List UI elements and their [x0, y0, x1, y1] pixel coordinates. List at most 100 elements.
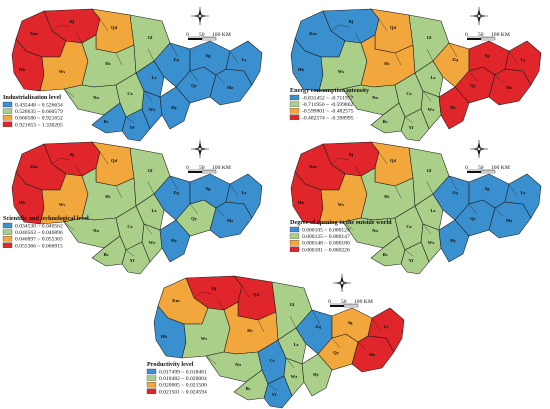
region-label-bj: Bj	[212, 286, 217, 291]
legend-range: 0.526635 ~ 0.660579	[15, 109, 63, 115]
district-boundary	[371, 317, 381, 331]
region-label-hb: Hb	[161, 334, 168, 339]
district-boundary	[215, 74, 225, 84]
region-label-nn: Nn	[93, 228, 99, 233]
district-boundary	[354, 32, 362, 44]
district-boundary	[189, 203, 199, 215]
region-label-mz: Mz	[227, 218, 233, 223]
district-boundary	[215, 207, 225, 217]
region-label-yf: Yf	[409, 258, 414, 263]
region-label-mz: Mz	[227, 85, 233, 90]
region-label-sg: Sg	[485, 186, 491, 191]
map-panel-scitech: Bj Km Hb Ws Qd Hc Gl Nn Cz Bs Lz Wz Yf Zq Qy Sg Hy Mz Ly 0 5…	[2, 140, 263, 275]
region-qd	[91, 8, 135, 54]
district-boundary	[508, 183, 518, 197]
district-boundary	[289, 315, 297, 329]
scale-label-hundred: 100 KM	[354, 299, 373, 305]
region-label-hc: Hc	[384, 194, 390, 199]
district-boundary	[193, 291, 213, 299]
district-boundary	[99, 18, 109, 32]
legend-range: -0.599801 ~ -0.482575	[302, 109, 354, 115]
region-label-cz: Cz	[406, 91, 411, 96]
district-boundary	[331, 337, 341, 349]
district-boundary	[51, 157, 71, 165]
legend: Industrialization level 0.435448 ~ 0.5266…	[2, 94, 63, 128]
legend-range: 0.435448 ~ 0.526634	[15, 103, 63, 109]
legend-title: Scientific and technological level	[3, 215, 89, 222]
legend-range: -0.831452 ~ -0.711957	[302, 96, 353, 102]
district-boundary	[508, 50, 518, 64]
legend-title: Energy consumption intensity	[290, 87, 370, 94]
north-arrow-icon	[470, 140, 488, 158]
region-label-ly: Ly	[383, 324, 389, 329]
region-label-sg: Sg	[348, 320, 354, 325]
region-label-hy: Hy	[450, 105, 457, 110]
region-label-qy: Qy	[470, 216, 477, 221]
legend-swatch	[289, 246, 300, 252]
district-boundary	[147, 48, 155, 62]
legend-swatch	[289, 101, 300, 107]
scale-bar: 0 50 100 KM	[328, 299, 373, 308]
legend-title: Degree of opening to the outside world	[290, 219, 392, 226]
district-boundary	[63, 221, 75, 231]
region-label-lz: Lz	[430, 208, 435, 213]
legend-range: 0.660580 ~ 0.921652	[15, 116, 63, 122]
region-label-sg: Sg	[206, 186, 212, 191]
region-label-hy: Hy	[450, 238, 457, 243]
region-label-ws: Ws	[59, 202, 66, 207]
region-label-ly: Ly	[520, 57, 526, 62]
north-arrow-icon	[333, 274, 351, 292]
region-map: Bj Km Hb Ws Qd Hc Gl Nn Cz Bs Lz Wz Yf Zq Qy Sg Hy Mz Ly	[11, 8, 263, 142]
legend-title: Industrialization level	[3, 94, 61, 101]
legend-swatch	[2, 242, 13, 248]
region-label-yf: Yf	[130, 258, 135, 263]
legend-range: 0.000181 ~ 0.000226	[302, 247, 350, 253]
region-label-wz: Wz	[149, 107, 156, 112]
scale-label-fifty: 50	[478, 165, 484, 171]
region-label-zq: Zq	[452, 57, 458, 62]
legend: Scientific and technological level 0.0345…	[2, 215, 89, 249]
legend-range: 0.000125 ~ 0.000147	[302, 234, 350, 240]
district-boundary	[357, 341, 367, 351]
region-label-wz: Wz	[149, 240, 156, 245]
region-label-mz: Mz	[506, 85, 512, 90]
region-label-ws: Ws	[201, 336, 208, 341]
region-map: Bj Km Hb Ws Qd Hc Gl Nn Cz Bs Lz Wz Yf Zq Qy Sg Hy Mz Ly	[290, 141, 542, 275]
legend-range: 0.055366 ~ 0.066915	[15, 243, 63, 249]
region-label-qy: Qy	[470, 83, 477, 88]
district-boundary	[189, 70, 199, 82]
region-label-lz: Lz	[430, 75, 435, 80]
legend-range: 0.921653 ~ 1.330205	[15, 122, 63, 128]
district-boundary	[143, 223, 153, 235]
scale-label-zero: 0	[465, 165, 468, 171]
district-boundary	[448, 42, 458, 58]
district-boundary	[115, 52, 123, 66]
region-qd	[370, 8, 414, 54]
legend-swatch	[2, 101, 13, 108]
legend-range: 0.018482 ~ 0.020004	[159, 376, 207, 382]
district-boundary	[143, 90, 153, 102]
legend-swatch	[2, 222, 13, 229]
district-boundary	[285, 357, 295, 369]
region-label-bs: Bs	[246, 386, 251, 391]
region-label-nn: Nn	[372, 228, 378, 233]
region-label-qy: Qy	[333, 350, 340, 355]
scale-label-hundred: 100 KM	[491, 32, 510, 38]
legend-swatch	[2, 229, 13, 235]
region-label-zq: Zq	[315, 324, 321, 329]
legend-swatch	[2, 121, 13, 127]
region-label-lz: Lz	[151, 75, 156, 80]
legend: Degree of opening to the outside world 0.…	[289, 219, 392, 253]
map-panel-industrialization: Bj Km Hb Ws Qd Hc Gl Nn Cz Bs Lz Wz Yf Zq Qy Sg Hy Mz Ly 0 5…	[2, 7, 263, 142]
map-panel-productivity: Bj Km Hb Ws Qd Hc Gl Nn Cz Bs Lz Wz Yf Zq Qy Sg Hy Mz Ly 0 5…	[146, 274, 405, 409]
district-boundary	[354, 165, 362, 177]
district-boundary	[448, 175, 458, 191]
scale-label-fifty: 50	[199, 32, 205, 38]
legend-range: 0.000148 ~ 0.000180	[302, 241, 350, 247]
district-boundary	[75, 165, 83, 177]
region-label-nn: Nn	[235, 362, 241, 367]
legend-range: 0.017499 ~ 0.018481	[159, 370, 207, 376]
region-label-hc: Hc	[384, 61, 390, 66]
scale-label-hundred: 100 KM	[491, 165, 510, 171]
